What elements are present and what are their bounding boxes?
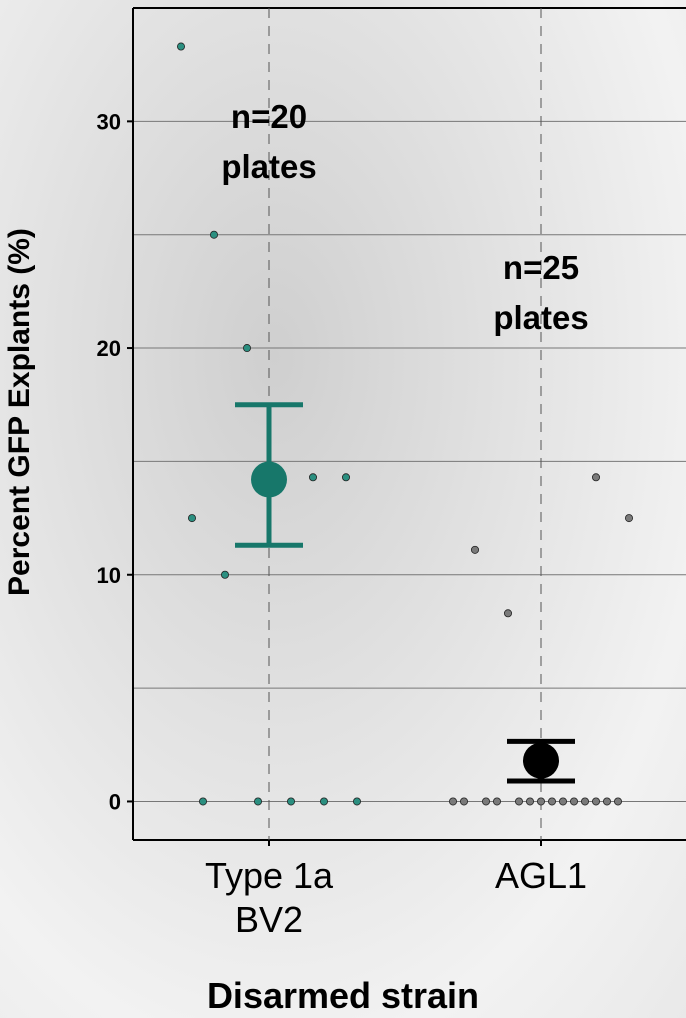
data-point	[253, 797, 262, 806]
data-point	[242, 344, 251, 353]
y-tick-label: 20	[97, 336, 121, 361]
x-tick-label: AGL1	[494, 855, 588, 896]
y-tick-label: 30	[97, 109, 121, 134]
data-point	[548, 797, 557, 806]
data-point	[220, 570, 229, 579]
annotation: n=25 plates	[493, 249, 589, 336]
data-point	[198, 797, 207, 806]
data-point	[470, 545, 479, 554]
data-point	[481, 797, 490, 806]
data-point	[448, 797, 457, 806]
data-point	[515, 797, 524, 806]
x-axis-title: Disarmed strain	[206, 975, 480, 1016]
data-point	[459, 797, 468, 806]
x-tick-label: Type 1a BV2	[204, 855, 334, 940]
data-point	[352, 797, 361, 806]
mean-point	[251, 461, 287, 498]
data-point	[570, 797, 579, 806]
data-point	[341, 473, 350, 482]
data-point	[625, 514, 634, 523]
y-tick-label: 0	[109, 789, 121, 814]
data-point	[286, 797, 295, 806]
data-point	[537, 797, 546, 806]
data-point	[492, 797, 501, 806]
data-point	[559, 797, 568, 806]
data-point	[526, 797, 535, 806]
data-point	[603, 797, 612, 806]
mean-point	[523, 742, 559, 779]
data-point	[503, 609, 512, 618]
data-point	[319, 797, 328, 806]
y-tick-label: 10	[97, 563, 121, 588]
data-point	[209, 230, 218, 239]
data-point	[581, 797, 590, 806]
data-point	[592, 797, 601, 806]
data-point	[308, 473, 317, 482]
data-point	[176, 42, 185, 51]
data-point	[187, 514, 196, 523]
data-point	[614, 797, 623, 806]
data-point	[592, 473, 601, 482]
annotation: n=20 plates	[221, 98, 317, 185]
y-axis-title: Percent GFP Explants (%)	[3, 228, 36, 596]
